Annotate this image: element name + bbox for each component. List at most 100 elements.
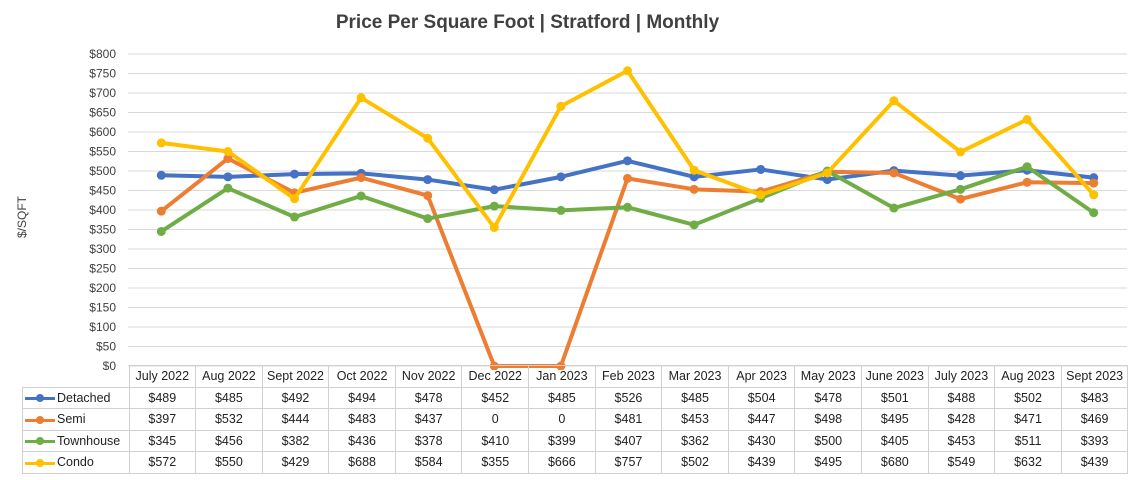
data-label-townhouse: $500: [794, 429, 863, 452]
legend-label: Condo: [57, 455, 94, 470]
data-label-semi: $483: [328, 408, 396, 431]
data-label-condo: $666: [528, 451, 596, 474]
data-label-semi: $471: [994, 408, 1062, 431]
data-label-detached: $504: [727, 386, 796, 409]
data-label-condo: $429: [261, 451, 330, 474]
data-label-semi: $437: [394, 408, 463, 431]
legend-label: Detached: [57, 390, 111, 405]
x-tick-label: July 2022: [128, 365, 197, 388]
legend-entry-detached: Detached: [22, 386, 130, 409]
x-tick-label: May 2023: [794, 365, 863, 388]
y-tick-label: $100: [89, 320, 116, 334]
data-point-townhouse: [889, 203, 899, 213]
data-table-legend: July 2022 Aug 2022 Sept 2022 Oct 2022 Nov 20…: [22, 365, 1129, 474]
x-tick-label: July 2023: [927, 365, 996, 388]
data-label-semi: $428: [927, 408, 996, 431]
data-label-townhouse: $430: [727, 429, 796, 452]
y-tick-label: $500: [89, 164, 116, 178]
data-point-townhouse: [156, 226, 166, 236]
data-label-detached: $489: [128, 386, 197, 409]
data-label-townhouse: $362: [661, 429, 729, 452]
data-point-semi: [156, 206, 166, 216]
data-point-detached: [756, 164, 766, 174]
data-label-townhouse: $393: [1060, 429, 1129, 452]
chart-title: Price Per Square Foot | Stratford | Mont…: [335, 12, 720, 33]
data-label-condo: $680: [861, 451, 929, 474]
data-point-detached: [556, 172, 566, 182]
data-label-condo: $572: [128, 451, 197, 474]
y-tick-label: $450: [89, 184, 116, 198]
y-tick-label: $150: [89, 301, 116, 315]
y-tick-label: $650: [89, 106, 116, 120]
data-point-condo: [223, 147, 233, 156]
data-label-townhouse: $382: [261, 429, 330, 452]
y-tick-label: $200: [89, 281, 116, 295]
legend-marker-detached: [25, 393, 55, 403]
data-point-semi: [223, 154, 233, 164]
data-point-detached: [956, 171, 965, 181]
x-tick-label: Aug 2023: [994, 365, 1062, 388]
data-label-townhouse: $399: [528, 429, 596, 452]
data-label-semi: 0: [461, 408, 530, 431]
data-label-detached: $485: [195, 386, 263, 409]
data-label-condo: $688: [328, 451, 396, 474]
x-tick-label: Sept 2023: [1060, 365, 1129, 388]
data-label-detached: $502: [994, 386, 1062, 409]
data-label-semi: $495: [861, 408, 929, 431]
data-label-condo: $632: [994, 451, 1062, 474]
data-label-semi: $469: [1060, 408, 1129, 431]
data-label-detached: $452: [461, 386, 530, 409]
data-point-condo: [889, 96, 899, 106]
line-chart: $0 $50 $100 $150 $200 $250 $300 $350 $400 $450 $50…: [89, 47, 1127, 370]
data-point-condo: [556, 101, 566, 111]
data-point-semi: [956, 194, 965, 204]
data-point-detached: [423, 175, 433, 185]
data-label-condo: $439: [727, 451, 796, 474]
data-point-detached: [223, 172, 233, 182]
data-point-condo: [623, 66, 632, 76]
legend-label: Townhouse: [57, 433, 121, 448]
data-point-condo: [356, 93, 366, 103]
legend-marker-condo: [25, 458, 55, 468]
legend-entry-semi: Semi: [22, 408, 130, 431]
table-row-townhouse: Townhouse $345 $456 $382 $436 $378 $410 $399 $40…: [22, 429, 1129, 452]
x-tick-label: Jan 2023: [528, 365, 596, 388]
data-label-townhouse: $436: [328, 429, 396, 452]
data-label-detached: $485: [528, 386, 596, 409]
data-point-condo: [1089, 190, 1099, 200]
legend-entry-townhouse: Townhouse: [22, 429, 130, 452]
data-point-condo: [756, 190, 766, 200]
data-point-townhouse: [623, 202, 632, 212]
data-point-condo: [290, 194, 299, 204]
y-tick-label: $750: [89, 67, 116, 81]
x-tick-label: Apr 2023: [727, 365, 796, 388]
data-point-detached: [290, 169, 299, 179]
data-label-condo: $549: [927, 451, 996, 474]
data-point-semi: [423, 191, 433, 201]
data-point-condo: [689, 165, 699, 175]
data-label-detached: $478: [394, 386, 463, 409]
data-label-townhouse: $456: [195, 429, 263, 452]
data-point-semi: [689, 184, 699, 194]
legend-entry-condo: Condo: [22, 451, 130, 474]
data-point-semi: [356, 173, 366, 183]
y-axis-ticks: $0 $50 $100 $150 $200 $250 $300 $350 $400 $450 $50…: [89, 47, 116, 370]
data-label-detached: $492: [261, 386, 330, 409]
x-tick-label: Sept 2022: [261, 365, 330, 388]
y-tick-label: $300: [89, 242, 116, 256]
data-point-townhouse: [1089, 208, 1099, 218]
y-tick-label: $550: [89, 145, 116, 159]
data-point-condo: [489, 223, 499, 233]
data-label-semi: $498: [794, 408, 863, 431]
y-tick-label: $250: [89, 262, 116, 276]
data-point-townhouse: [689, 220, 699, 230]
data-point-townhouse: [290, 212, 299, 222]
data-point-townhouse: [956, 184, 965, 194]
data-label-condo: $502: [661, 451, 729, 474]
x-tick-label: Aug 2022: [195, 365, 263, 388]
data-point-detached: [156, 170, 166, 180]
data-label-condo: $439: [1060, 451, 1129, 474]
data-label-townhouse: $410: [461, 429, 530, 452]
data-label-townhouse: $378: [394, 429, 463, 452]
data-label-semi: $453: [661, 408, 729, 431]
